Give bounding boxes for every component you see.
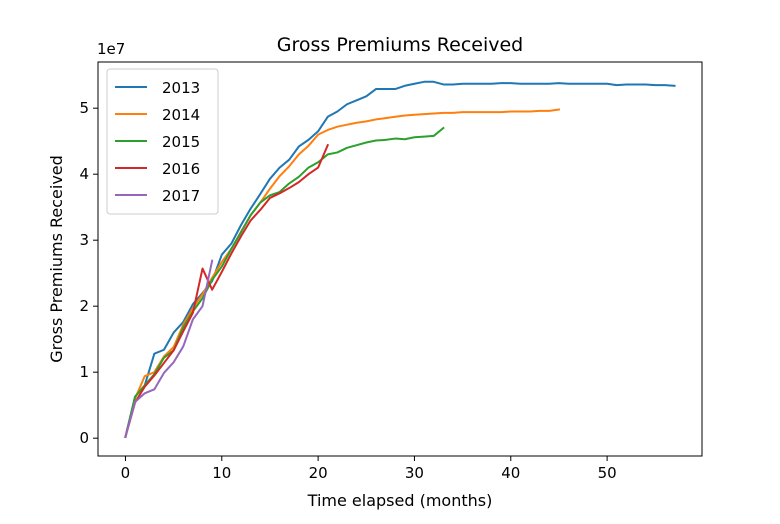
y-tick-label: 2: [79, 297, 89, 315]
y-axis-ticks: 0 1 2 3 4 5: [79, 99, 98, 447]
x-tick-label: 50: [598, 464, 617, 482]
x-tick-label: 20: [309, 464, 328, 482]
legend-label-2015: 2015: [162, 133, 200, 151]
x-axis-label: Time elapsed (months): [307, 491, 493, 510]
series-line-2014: [124, 108, 561, 439]
series-line-2017: [124, 259, 214, 439]
y-tick-label: 5: [79, 99, 89, 117]
y-tick-label: 0: [79, 429, 89, 447]
x-tick-label: 0: [121, 464, 131, 482]
x-tick-label: 40: [501, 464, 520, 482]
y-axis-offset-text: 1e7: [97, 40, 125, 58]
plot-area-frame: [97, 61, 703, 457]
legend-label-2013: 2013: [162, 79, 200, 97]
series-lines: [124, 80, 676, 439]
y-tick-label: 4: [79, 165, 89, 183]
series-line-2016: [124, 143, 330, 439]
y-axis-label: Gross Premiums Received: [47, 155, 66, 363]
legend-label-2017: 2017: [162, 187, 200, 205]
legend-label-2014: 2014: [162, 106, 200, 124]
y-tick-label: 3: [79, 231, 89, 249]
series-line-2013: [124, 80, 676, 439]
y-tick-label: 1: [79, 363, 89, 381]
chart-title: Gross Premiums Received: [277, 34, 524, 56]
legend: 2013 2014 2015 2016 2017: [106, 68, 219, 215]
x-axis-ticks: 0 10 20 30 40 50: [121, 456, 617, 482]
legend-box: [106, 68, 219, 215]
legend-label-2016: 2016: [162, 160, 200, 178]
x-tick-label: 10: [212, 464, 231, 482]
x-tick-label: 30: [405, 464, 424, 482]
